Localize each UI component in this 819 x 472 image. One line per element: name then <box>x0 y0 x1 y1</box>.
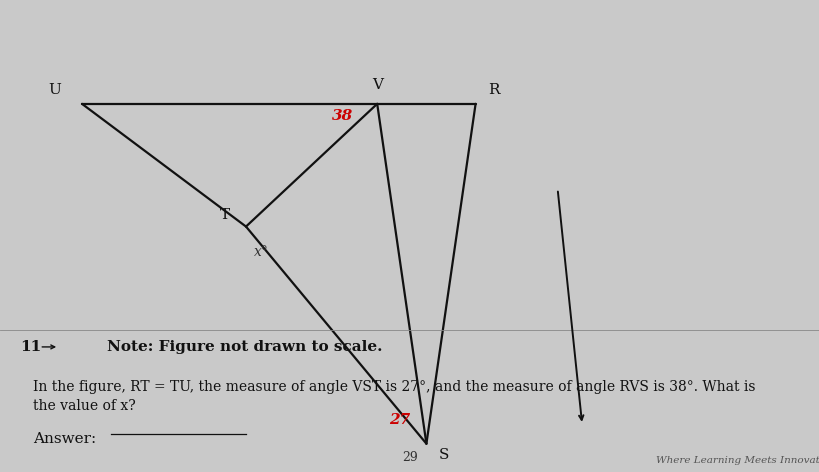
Text: 27: 27 <box>389 413 410 427</box>
Text: S: S <box>438 448 449 463</box>
Text: Where Learning Meets Innovation: Where Learning Meets Innovation <box>655 456 819 465</box>
Text: Answer:: Answer: <box>33 432 96 446</box>
Text: R: R <box>487 83 499 97</box>
Text: V: V <box>371 78 382 92</box>
Text: T: T <box>219 208 229 222</box>
Text: 29: 29 <box>401 450 418 464</box>
Text: Note: Figure not drawn to scale.: Note: Figure not drawn to scale. <box>106 340 382 354</box>
Text: x°: x° <box>254 245 269 260</box>
Text: In the figure, RT = TU, the measure of angle VST is 27°, and the measure of angl: In the figure, RT = TU, the measure of a… <box>33 380 754 394</box>
Text: 11: 11 <box>20 340 42 354</box>
Text: the value of x?: the value of x? <box>33 399 135 413</box>
Text: 38: 38 <box>332 109 353 123</box>
Text: U: U <box>48 83 61 97</box>
